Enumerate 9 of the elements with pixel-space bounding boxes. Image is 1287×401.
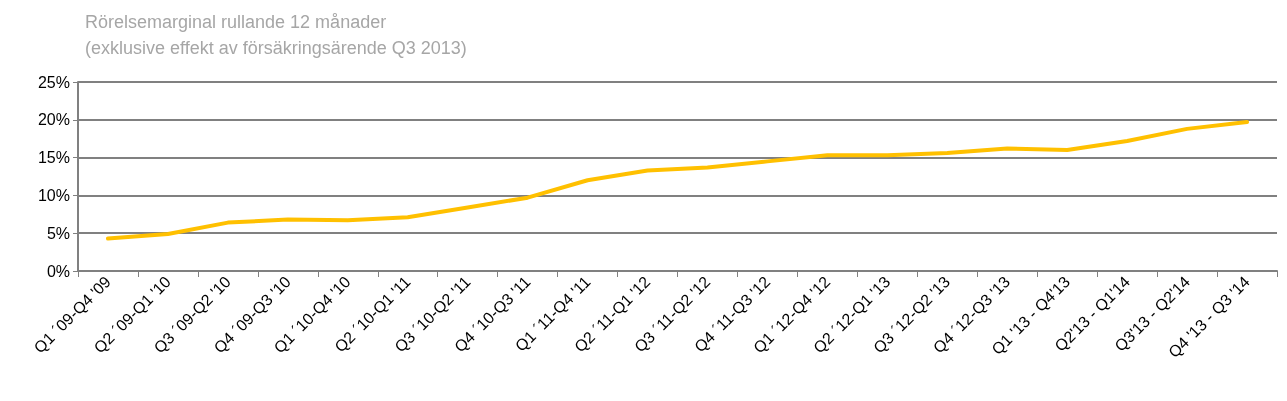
y-tick-label: 15% [37,149,70,167]
chart-subtitle: (exklusive effekt av försäkringsärende Q3 2013) [85,38,467,58]
y-tick-label: 10% [37,186,70,204]
y-tick-label: 0% [46,262,70,280]
y-tick-label: 20% [37,111,70,129]
line-series [105,120,1250,241]
y-tick-label: 5% [46,224,70,242]
chart-title: Rörelsemarginal rullande 12 månader [85,12,387,32]
y-tick-label: 25% [37,73,70,91]
